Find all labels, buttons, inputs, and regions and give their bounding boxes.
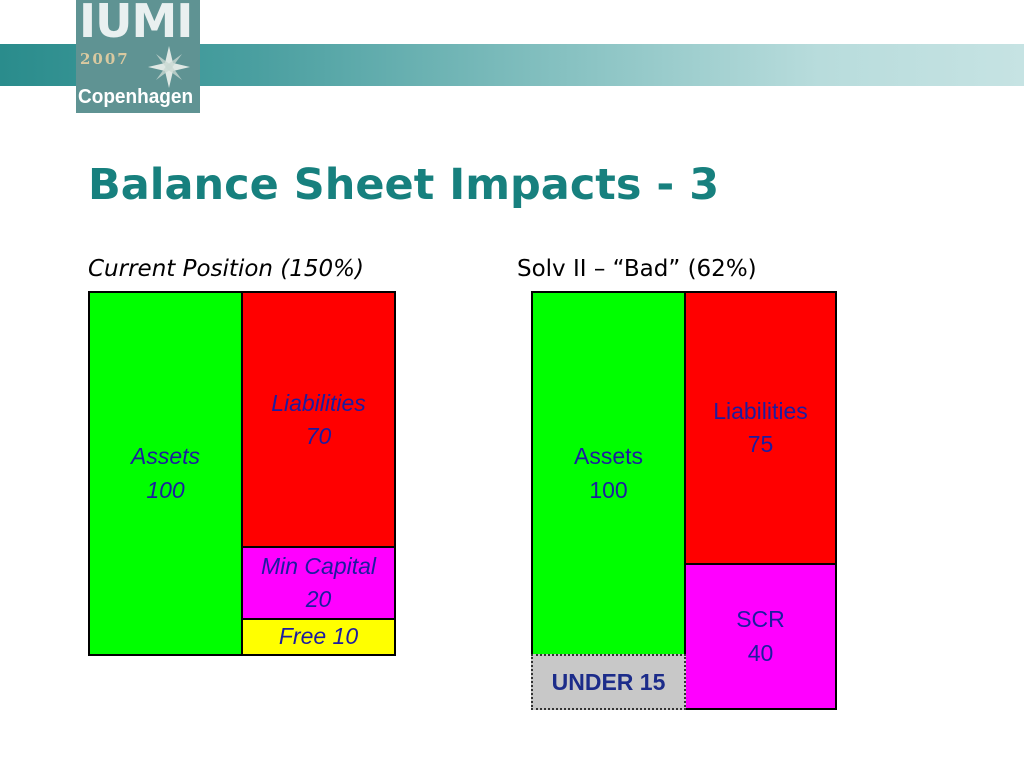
right-assets-label: Assets 100	[573, 443, 644, 503]
left-min-capital-block: Min Capital 20	[241, 546, 396, 620]
left-panel-heading: Current Position (150%)	[88, 256, 364, 282]
iumi-logo: IUMI 2007 Copenhagen	[76, 0, 200, 113]
logo-year: 2007	[80, 50, 130, 68]
left-free-block: Free 10	[241, 618, 396, 656]
right-panel-heading: Solv II – “Bad” (62%)	[517, 256, 757, 282]
slide-title: Balance Sheet Impacts - 3	[88, 160, 720, 210]
logo-wordmark: IUMI	[79, 0, 193, 48]
left-liabilities-label: Liabilities 70	[271, 390, 366, 450]
left-min-capital-label: Min Capital 20	[260, 552, 377, 612]
right-liabilities-label: Liabilities 75	[713, 398, 808, 458]
right-assets-block: Assets 100	[531, 291, 686, 656]
logo-city: Copenhagen	[78, 86, 194, 108]
right-liabilities-block: Liabilities 75	[684, 291, 837, 565]
compass-star-icon	[148, 46, 190, 88]
left-assets-block: Assets 100	[88, 291, 243, 656]
right-under-block: UNDER 15	[531, 654, 686, 710]
right-scr-block: SCR 40	[684, 563, 837, 710]
left-assets-label: Assets 100	[130, 443, 201, 503]
right-under-label: UNDER 15	[551, 668, 666, 695]
right-scr-label: SCR 40	[736, 606, 785, 666]
left-liabilities-block: Liabilities 70	[241, 291, 396, 548]
left-free-label: Free 10	[278, 623, 359, 650]
